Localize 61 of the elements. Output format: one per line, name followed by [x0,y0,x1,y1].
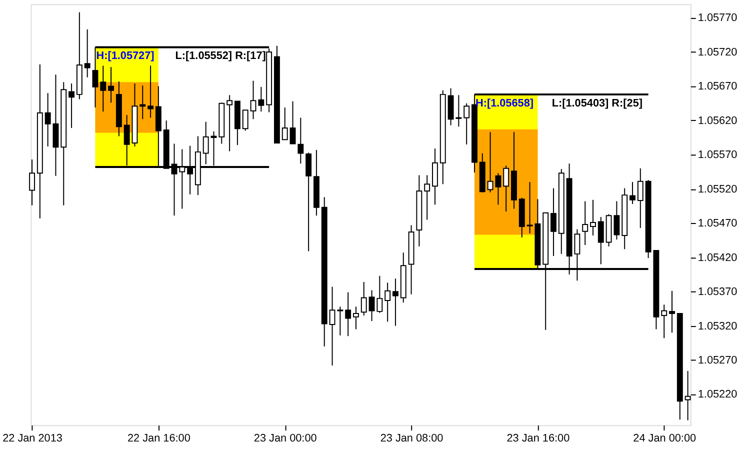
candlestick [108,66,114,104]
annotation: H:[1.05727] [96,50,155,62]
candlestick [464,102,470,145]
candlestick [550,188,556,256]
candlestick [140,85,146,120]
candlestick [630,182,636,204]
x-tick-label: 22 Jan 16:00 [127,432,190,444]
y-tick-label: 1.05670 [698,80,737,93]
candlestick [345,292,352,337]
x-tick-label: 23 Jan 00:00 [254,432,317,444]
x-tick-label: 23 Jan 08:00 [380,432,444,444]
candlestick [661,304,668,339]
candlestick [298,117,304,164]
candlestick [250,80,256,120]
candlestick [360,282,367,316]
candlestick [226,94,233,152]
candlestick [384,282,391,322]
candlestick [100,65,106,112]
candlestick [148,65,154,118]
candlestick [290,100,296,144]
candlestick [637,168,644,228]
y-tick-label: 1.05370 [698,286,737,298]
y-tick-label: 1.05470 [698,218,737,230]
candlestick [424,174,430,220]
annotation: H:[1.05658] [475,97,534,110]
y-tick-label: 1.05420 [698,252,737,264]
candlestick [84,28,90,78]
y-tick-label: 1.05520 [698,183,737,196]
candlestick [590,199,596,236]
candlestick [242,110,248,132]
candlestick [258,86,264,112]
candlestick [306,152,312,252]
candlestick [368,290,375,322]
candlestick [582,200,588,246]
y-tick-label: 1.05220 [698,388,737,401]
y-tick-label: 1.05270 [698,354,737,367]
candlestick [503,165,510,212]
y-tick-label: 1.05570 [698,149,737,162]
candlestick [684,370,691,421]
y-tick-label: 1.05770 [698,12,737,24]
candlestick [337,306,344,336]
candlestick [329,286,336,366]
candlestick [68,82,74,128]
y-tick-label: 1.05720 [698,46,737,58]
annotation: L:[1.05552] R:[17] [175,50,266,62]
candlestick [669,290,675,334]
candlestick [432,148,438,206]
y-tick-label: 1.05620 [698,114,737,127]
candlestick [29,158,35,206]
candlestick [44,92,51,147]
x-tick-label: 23 Jan 16:00 [506,432,570,444]
candlestick [598,216,604,265]
x-tick-label: 22 Jan 2013 [2,432,62,444]
annotation: L:[1.05403] R:[25] [552,97,643,110]
candlestick [392,278,398,326]
candlestick [376,275,383,314]
candlestick [352,306,359,330]
candlestick [282,106,288,140]
candlestick [52,74,59,176]
x-tick-label: 24 Jan 00:00 [633,432,696,444]
y-tick-label: 1.05320 [698,320,737,332]
